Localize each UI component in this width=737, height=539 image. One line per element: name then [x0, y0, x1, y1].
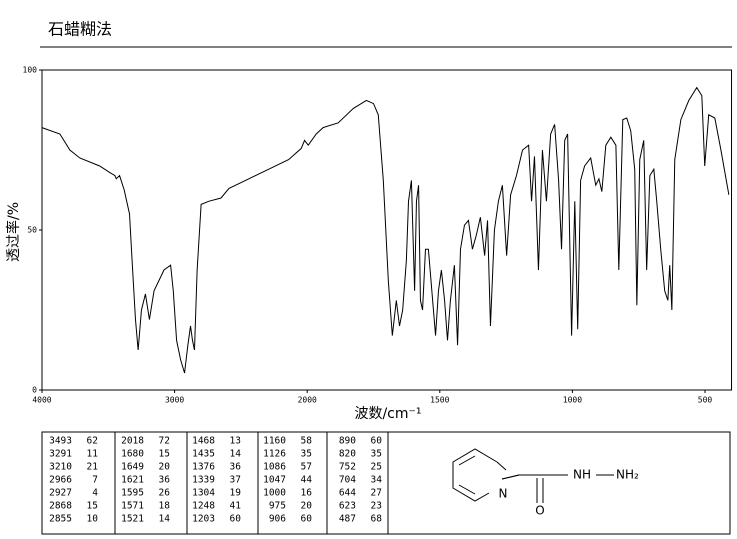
- table-cell: 2855: [49, 514, 72, 525]
- table-cell: 3493: [49, 436, 72, 447]
- table-cell: 1595: [121, 488, 144, 499]
- table-cell: 1521: [121, 514, 144, 525]
- table-cell: 1203: [192, 514, 215, 525]
- table-cell: 1376: [192, 462, 215, 473]
- table-cell: 16: [301, 488, 313, 499]
- table-cell: 58: [301, 436, 313, 447]
- table-cell: 68: [371, 514, 383, 525]
- x-tick-label: 3000: [165, 396, 184, 405]
- table-cell: 704: [339, 475, 356, 486]
- ring-bond: [496, 461, 507, 471]
- table-cell: 14: [230, 449, 242, 460]
- spectrum-line: [41, 86, 730, 374]
- x-tick-label: 2000: [298, 396, 317, 405]
- table-cell: 15: [87, 501, 98, 512]
- table-cell: 25: [371, 462, 382, 473]
- table-cell: 36: [230, 462, 242, 473]
- table-cell: 10: [87, 514, 99, 525]
- table-cell: 975: [269, 501, 286, 512]
- atom-label: NH: [573, 468, 591, 482]
- table-cell: 3291: [49, 449, 72, 460]
- table-cell: 14: [159, 514, 171, 525]
- page-title: 石蜡糊法: [48, 20, 112, 39]
- table-cell: 44: [301, 475, 313, 486]
- x-tick-label: 1000: [563, 396, 582, 405]
- ring-bonds: [452, 448, 498, 502]
- table-cell: 1571: [121, 501, 144, 512]
- x-axis-label: 波数/cm⁻¹: [354, 406, 421, 422]
- table-cell: 20: [159, 462, 171, 473]
- y-axis-label: 透过率/%: [5, 202, 22, 262]
- table-cell: 644: [339, 488, 356, 499]
- table-cell: 1680: [121, 449, 144, 460]
- x-tick-label: 4000: [32, 396, 51, 405]
- table-cell: 35: [371, 449, 382, 460]
- table-cell: 3210: [49, 462, 72, 473]
- table-cell: 906: [269, 514, 286, 525]
- table-cell: 11: [87, 449, 99, 460]
- table-cell: 27: [371, 488, 382, 499]
- table-cell: 41: [230, 501, 242, 512]
- table-cell: 1435: [192, 449, 215, 460]
- table-cell: 72: [159, 436, 170, 447]
- ring-double: [458, 455, 476, 466]
- table-frame: [41, 431, 731, 535]
- atom-label: O: [535, 504, 544, 518]
- table-cell: 23: [371, 501, 382, 512]
- table-cell: 35: [301, 449, 312, 460]
- table-cell: 36: [159, 475, 171, 486]
- table-cell: 820: [339, 449, 356, 460]
- table-cell: 890: [339, 436, 356, 447]
- table-cell: 1000: [263, 488, 286, 499]
- table-cell: 60: [371, 436, 383, 447]
- y-tick-label: 0: [32, 386, 37, 395]
- x-tick-label: 500: [698, 396, 713, 405]
- table-cell: 1160: [263, 436, 286, 447]
- plot-frame: [41, 69, 733, 391]
- table-cell: 26: [159, 488, 171, 499]
- table-cell: 487: [339, 514, 356, 525]
- table-cell: 18: [159, 501, 171, 512]
- table-cell: 1621: [121, 475, 144, 486]
- table-cell: 2018: [121, 436, 144, 447]
- table-cell: 1086: [263, 462, 286, 473]
- table-cell: 2966: [49, 475, 72, 486]
- structure: [387, 432, 614, 534]
- table-cell: 34: [371, 475, 383, 486]
- x-tick-label: 1500: [430, 396, 449, 405]
- table-cell: 4: [92, 488, 98, 499]
- table-cell: 1304: [192, 488, 215, 499]
- table-cell: 7: [92, 475, 98, 486]
- ring-double: [458, 484, 476, 495]
- table-cell: 20: [301, 501, 313, 512]
- atom-label: N: [499, 487, 508, 501]
- y-tick-label: 100: [23, 66, 38, 75]
- y-tick-label: 50: [27, 226, 37, 235]
- table-cell: 752: [339, 462, 356, 473]
- table-cell: 21: [87, 462, 99, 473]
- table-cell: 1248: [192, 501, 215, 512]
- table-cell: 1047: [263, 475, 286, 486]
- table-cell: 2868: [49, 501, 72, 512]
- table-cell: 57: [301, 462, 312, 473]
- table-cell: 623: [339, 501, 356, 512]
- table-cell: 1339: [192, 475, 215, 486]
- table-cell: 1468: [192, 436, 215, 447]
- table-cell: 37: [230, 475, 241, 486]
- table-cell: 60: [230, 514, 242, 525]
- table-cell: 1126: [263, 449, 286, 460]
- table-cell: 13: [230, 436, 241, 447]
- table-cell: 19: [230, 488, 242, 499]
- table-cell: 2927: [49, 488, 72, 499]
- table-cell: 15: [159, 449, 170, 460]
- table-cell: 62: [87, 436, 98, 447]
- atom-label: NH₂: [616, 468, 639, 482]
- table-cell: 60: [301, 514, 313, 525]
- table-cell: 1649: [121, 462, 144, 473]
- c-c-bond: [501, 474, 520, 480]
